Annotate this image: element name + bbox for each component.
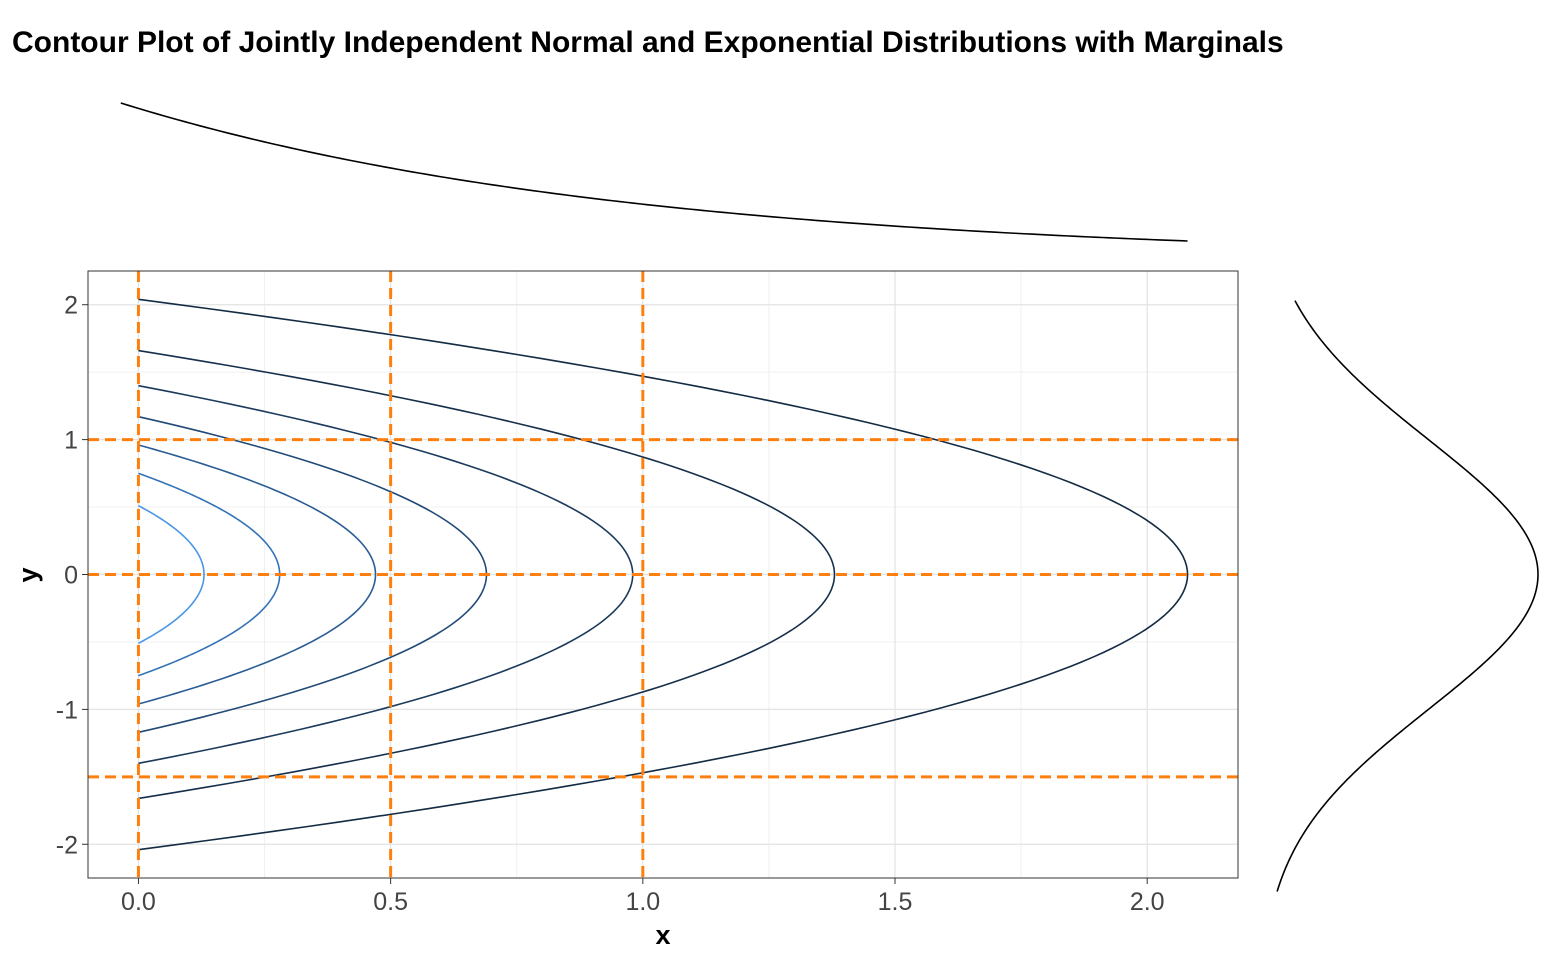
reference-line-layer (88, 271, 1238, 878)
contour-line-7 (138, 505, 205, 644)
x-tick-label: 2.0 (1130, 888, 1165, 916)
contour-line-5 (138, 444, 377, 705)
marginal-y-layer (1276, 300, 1539, 892)
y-tick-label: 2 (64, 292, 78, 320)
y-tick-label: 0 (64, 562, 78, 590)
contour-line-1 (138, 298, 1189, 851)
x-axis-title: x (655, 920, 670, 950)
y-tick-label: -1 (56, 696, 78, 724)
y-tick-label: 1 (64, 427, 78, 455)
tick-layer: 0.0 0.5 1.0 1.5 2.0 -2 -1 0 1 2 (56, 292, 1165, 916)
contour-line-2 (138, 349, 836, 800)
x-tick-label: 0.0 (121, 888, 156, 916)
x-tick-label: 1.5 (878, 888, 913, 916)
chart-title: Contour Plot of Jointly Independent Norm… (12, 26, 1284, 59)
x-tick-label: 0.5 (373, 888, 408, 916)
marginal-x-layer (120, 102, 1188, 242)
x-tick-label: 1.0 (625, 888, 660, 916)
y-tick-label: -2 (56, 831, 78, 859)
y-axis-title: y (13, 567, 43, 582)
marginal-x-density-curve (120, 102, 1188, 242)
marginal-y-density-curve (1276, 300, 1539, 892)
